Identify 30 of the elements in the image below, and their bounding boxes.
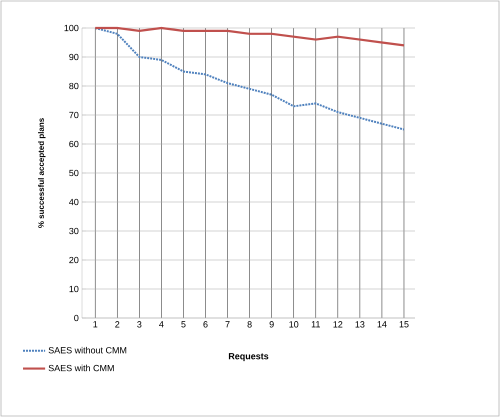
y-tick-label: 100 — [64, 24, 78, 32]
x-tick-label: 3 — [137, 321, 142, 328]
y-tick-label: 50 — [69, 170, 78, 176]
y-tick-label: 30 — [69, 228, 78, 234]
x-tick-label: 7 — [226, 321, 230, 328]
legend-label: SAES with CMM — [48, 364, 114, 372]
x-tick-label: 4 — [159, 321, 164, 328]
x-tick-label: 1 — [93, 321, 98, 328]
x-tick-label: 12 — [334, 321, 342, 328]
y-tick-label: 0 — [74, 314, 78, 322]
y-tick-label: 20 — [69, 256, 78, 264]
x-tick-label: 11 — [312, 321, 320, 328]
x-tick-label: 8 — [248, 321, 252, 328]
x-tick-label: 5 — [181, 321, 186, 328]
y-tick-label: 70 — [69, 112, 78, 118]
x-tick-label: 9 — [270, 321, 274, 328]
y-tick-label: 80 — [69, 82, 78, 90]
x-tick-label: 14 — [378, 321, 387, 328]
x-tick-label: 10 — [289, 321, 298, 328]
x-tick-label: 6 — [203, 321, 208, 328]
line-series — [94, 26, 405, 130]
y-tick-label: 90 — [69, 54, 78, 60]
legend-label: SAES without CMM — [48, 346, 126, 354]
x-tick-label: 2 — [115, 321, 120, 328]
y-tick-label: 40 — [69, 198, 78, 206]
x-axis-title: Requests — [228, 353, 268, 362]
x-tick-label: 15 — [400, 321, 409, 328]
x-tick-label: 13 — [356, 321, 364, 328]
y-tick-label: 60 — [69, 140, 78, 148]
y-tick-label: 10 — [70, 286, 78, 292]
